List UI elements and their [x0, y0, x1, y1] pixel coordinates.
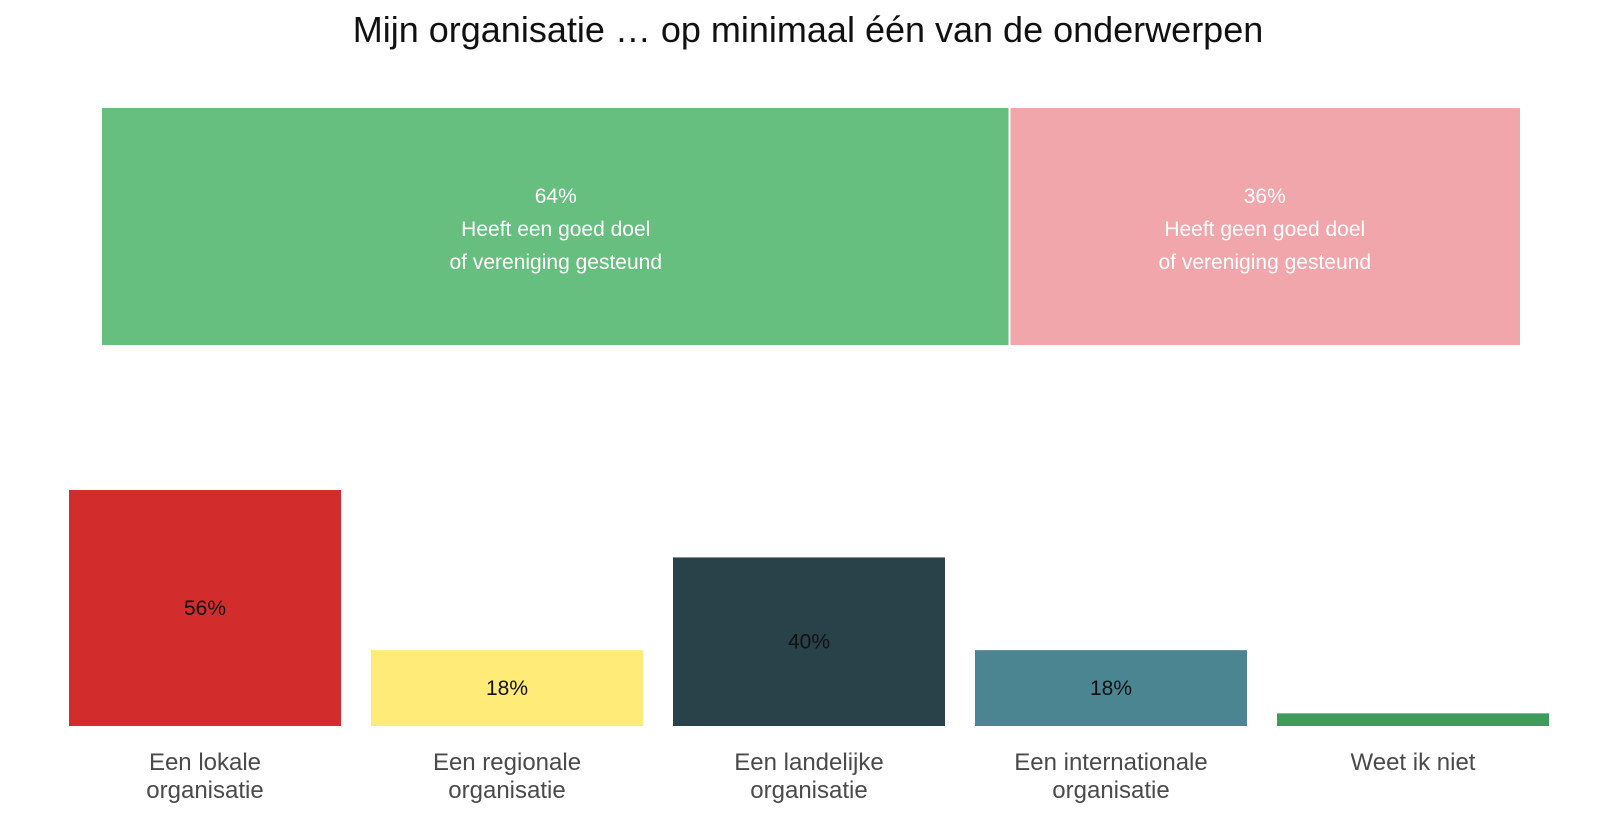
split-segment-0: [102, 108, 1010, 345]
bar-value-label-1: 18%: [486, 677, 528, 700]
category-label-2-0: Een landelijke: [734, 749, 883, 776]
bar-value-label-2: 40%: [788, 631, 830, 654]
chart-title: Mijn organisatie … op minimaal één van d…: [353, 9, 1264, 50]
category-label-4-0: Weet ik niet: [1351, 749, 1476, 776]
category-label-1-0: Een regionale: [433, 749, 581, 776]
bar-0: [69, 490, 341, 726]
bar-value-label-3: 18%: [1090, 677, 1132, 700]
bar-4: [1277, 713, 1549, 726]
split-text-label-1-2: of vereniging gesteund: [1159, 251, 1372, 274]
split-value-label-0: 64%: [535, 185, 577, 208]
bar-3: [975, 650, 1247, 726]
category-label-0-1: organisatie: [146, 777, 263, 804]
bar-2: [673, 557, 945, 726]
split-segment-1: [1009, 108, 1520, 345]
category-label-3-0: Een internationale: [1014, 749, 1207, 776]
category-label-1-1: organisatie: [448, 777, 565, 804]
category-label-0-0: Een lokale: [149, 749, 261, 776]
category-label-3-1: organisatie: [1052, 777, 1169, 804]
split-text-label-1-1: Heeft geen goed doel: [1164, 218, 1365, 241]
bar-1: [371, 650, 643, 726]
split-text-label-0-2: of vereniging gesteund: [450, 251, 663, 274]
support-split-bar: 64% Heeft een goed doel of vereniging gest…: [102, 108, 1520, 345]
split-value-label-1: 36%: [1244, 185, 1286, 208]
category-label-2-1: organisatie: [750, 777, 867, 804]
split-text-label-0-1: Heeft een goed doel: [461, 218, 650, 241]
bar-value-label-0: 56%: [184, 597, 226, 620]
